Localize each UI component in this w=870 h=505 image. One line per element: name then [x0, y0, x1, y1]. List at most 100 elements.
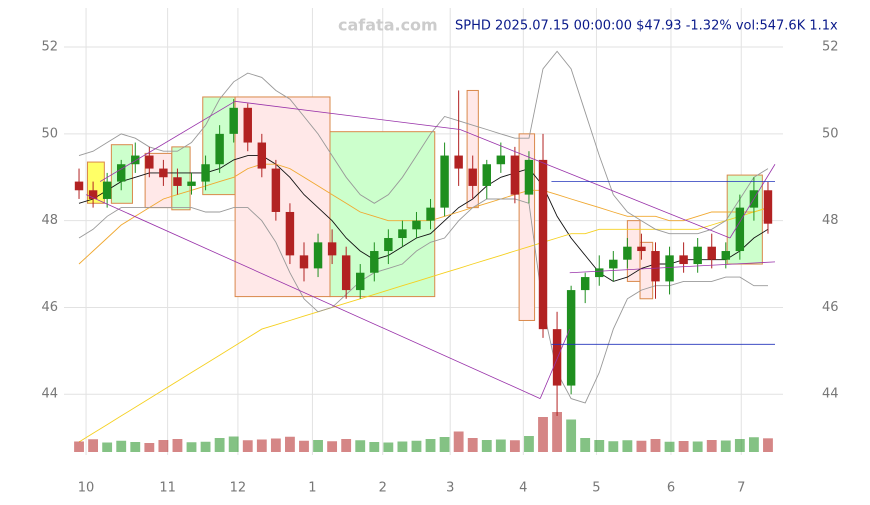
volume-bar: [608, 441, 619, 452]
volume-bar: [313, 440, 323, 452]
candle-body: [313, 242, 323, 269]
y-tick-label-right: 46: [822, 300, 839, 315]
y-tick-label: 52: [41, 40, 58, 55]
candle-body: [299, 255, 309, 269]
x-tick-label: 4: [519, 481, 527, 496]
volume-bar: [509, 440, 520, 452]
x-tick-label: 1: [308, 481, 316, 496]
indicator-line: [78, 50, 769, 235]
candle-body: [595, 268, 604, 278]
volume-bar: [664, 441, 675, 452]
candle-body: [131, 155, 140, 165]
volume-bar: [256, 439, 267, 452]
candle-body: [580, 277, 590, 291]
candle-body: [215, 133, 224, 165]
candle-body: [440, 155, 449, 208]
candle-body: [482, 164, 491, 186]
candle-body: [74, 181, 84, 191]
candle-body: [566, 290, 576, 386]
x-tick-label: 10: [78, 481, 95, 496]
volume-bar: [397, 441, 408, 452]
volume-bar: [467, 438, 478, 452]
candle-body: [426, 207, 435, 221]
candle-body: [538, 159, 548, 330]
candle-body: [524, 159, 534, 195]
trend-line: [539, 328, 571, 399]
candle-body: [651, 251, 660, 282]
candle-body: [552, 329, 562, 386]
candle-body: [707, 246, 716, 260]
candle-body: [285, 211, 295, 256]
candle-body: [623, 246, 632, 260]
volume-bar: [228, 436, 239, 452]
candle-body: [229, 107, 238, 134]
x-tick-label: 11: [159, 481, 176, 496]
volume-bar: [748, 437, 759, 452]
candle-body: [201, 164, 210, 182]
candle-body: [341, 255, 351, 291]
y-tick-label: 46: [41, 300, 58, 315]
volume-bar: [383, 442, 394, 452]
x-tick-label: 6: [667, 481, 675, 496]
trend-line: [85, 194, 541, 399]
candle-body: [609, 259, 618, 269]
volume-bar: [580, 438, 591, 452]
candle-body: [88, 190, 98, 199]
candle-body: [735, 207, 745, 252]
candle-body: [412, 220, 421, 230]
candle-body: [187, 181, 196, 186]
volume-bar: [692, 441, 703, 452]
candle-body: [454, 155, 463, 169]
candle-body: [356, 272, 365, 291]
volume-bar: [214, 438, 225, 452]
volume-bar: [495, 439, 506, 452]
candle-body: [327, 242, 337, 256]
candle-body: [271, 168, 281, 212]
y-tick-label: 48: [41, 213, 58, 228]
candle-body: [102, 181, 112, 199]
volume-bar: [355, 440, 366, 452]
volume-bar: [720, 440, 731, 452]
y-tick-label-right: 44: [822, 387, 839, 402]
x-tick-label: 12: [230, 481, 247, 496]
x-tick-label: 7: [737, 481, 745, 496]
candle-body: [398, 229, 407, 239]
volume-bar: [172, 439, 183, 452]
candle-body: [510, 155, 520, 195]
volume-bar: [453, 431, 464, 452]
trend-line: [459, 129, 731, 239]
indicator-line: [78, 207, 769, 443]
candle-body: [145, 155, 154, 169]
trend-line: [569, 261, 776, 274]
indicator-line: [78, 163, 769, 265]
volume-bar: [88, 439, 99, 452]
volume-bar: [622, 440, 633, 452]
trend-line: [235, 100, 461, 130]
volume-bar: [411, 440, 422, 452]
indicator-line: [78, 198, 768, 404]
chart-title: SPHD 2025.07.15 00:00:00 $47.93 -1.32% v…: [455, 19, 838, 34]
candle-body: [468, 168, 477, 186]
volume-bar: [439, 437, 450, 452]
y-tick-label-right: 52: [822, 40, 839, 55]
y-tick-label-right: 50: [822, 126, 839, 141]
volume-bar: [285, 436, 295, 452]
volume-bar: [524, 436, 534, 452]
zone: [726, 174, 763, 265]
candle-body: [173, 177, 182, 186]
candle-body: [243, 107, 252, 143]
candle-body: [637, 246, 646, 252]
volume-bar: [481, 440, 492, 452]
candle-body: [679, 255, 688, 265]
volume-bar: [636, 440, 647, 452]
x-tick-label: 3: [446, 481, 454, 496]
y-tick-label-right: 48: [822, 213, 839, 228]
volume-bar: [299, 440, 309, 452]
candle-body: [721, 251, 731, 260]
trend-line: [99, 100, 236, 182]
volume-bar: [552, 412, 562, 452]
volume-bar: [341, 439, 352, 452]
volume-bar: [425, 439, 436, 452]
volume-bar: [130, 442, 141, 452]
